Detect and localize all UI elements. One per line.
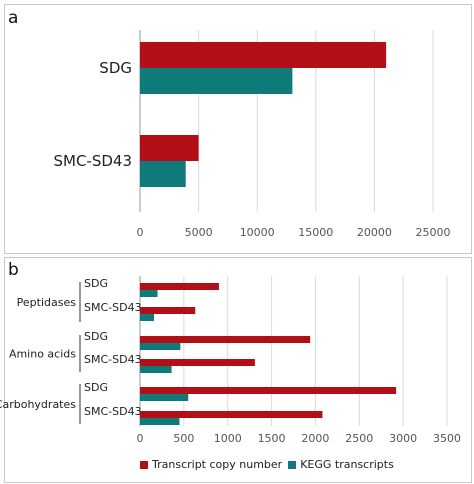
x-tick-b-0: 0 xyxy=(137,432,144,445)
category-label-a-1: SMC-SD43 xyxy=(53,152,132,170)
legend-label-transcript: Transcript copy number xyxy=(152,458,283,471)
group-label-b-1: Amino acids xyxy=(9,348,76,361)
bar-a-0-1 xyxy=(140,68,293,94)
group-label-b-0: Peptidases xyxy=(17,296,77,309)
bar-b-5-0 xyxy=(140,411,323,418)
subcategory-label-b-1: SMC-SD43 xyxy=(84,301,142,314)
bar-b-1-1 xyxy=(140,314,155,321)
bar-a-1-1 xyxy=(140,161,186,187)
bar-b-1-0 xyxy=(140,307,196,314)
panel-b-label: b xyxy=(8,260,19,280)
bar-b-0-1 xyxy=(140,290,158,297)
bar-a-0-0 xyxy=(140,42,387,68)
x-tick-b-6: 3000 xyxy=(389,432,417,445)
bar-b-4-0 xyxy=(140,387,397,394)
bar-a-1-0 xyxy=(140,135,199,161)
x-tick-b-3: 1500 xyxy=(258,432,286,445)
x-tick-a-5: 25000 xyxy=(416,226,451,239)
bar-b-2-1 xyxy=(140,343,181,350)
x-tick-a-2: 10000 xyxy=(240,226,275,239)
legend-label-kegg: KEGG transcripts xyxy=(300,458,394,471)
x-tick-a-4: 20000 xyxy=(357,226,392,239)
bar-b-0-0 xyxy=(140,283,219,290)
subcategory-label-b-3: SMC-SD43 xyxy=(84,353,142,366)
x-tick-b-5: 2500 xyxy=(345,432,373,445)
x-tick-b-4: 2000 xyxy=(301,432,329,445)
x-tick-b-1: 500 xyxy=(173,432,194,445)
bar-b-4-1 xyxy=(140,394,189,401)
x-tick-a-3: 15000 xyxy=(298,226,333,239)
x-tick-a-1: 5000 xyxy=(185,226,213,239)
bar-b-5-1 xyxy=(140,418,180,425)
x-tick-b-2: 1000 xyxy=(214,432,242,445)
group-label-b-2: Carbohydrates xyxy=(0,398,76,411)
bar-b-3-0 xyxy=(140,359,255,366)
bar-b-2-0 xyxy=(140,336,311,343)
subcategory-label-b-4: SDG xyxy=(84,381,108,394)
panel-a-label: a xyxy=(8,8,19,28)
legend-swatch-kegg xyxy=(288,460,297,469)
x-tick-a-0: 0 xyxy=(137,226,144,239)
x-tick-b-7: 3500 xyxy=(433,432,461,445)
bar-b-3-1 xyxy=(140,366,172,373)
legend-swatch-transcript xyxy=(140,460,148,469)
subcategory-label-b-0: SDG xyxy=(84,277,108,290)
panel-b xyxy=(4,257,472,483)
legend-item-kegg: KEGG transcripts xyxy=(288,458,394,471)
category-label-a-0: SDG xyxy=(99,59,132,77)
subcategory-label-b-2: SDG xyxy=(84,330,108,343)
legend-item-transcript: Transcript copy number xyxy=(140,458,282,471)
subcategory-label-b-5: SMC-SD43 xyxy=(84,405,142,418)
legend: Transcript copy number KEGG transcripts xyxy=(140,458,400,471)
